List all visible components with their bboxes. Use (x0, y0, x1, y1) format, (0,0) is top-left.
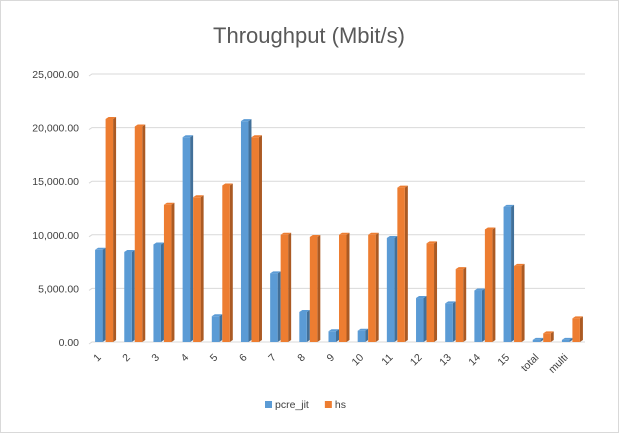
x-tick-label: 13 (437, 352, 454, 369)
legend-swatch (324, 401, 332, 408)
bar-hs (514, 263, 525, 342)
x-tick-label: 5 (208, 352, 221, 365)
x-tick-label: 8 (295, 352, 308, 365)
x-tick-label: 1 (91, 352, 104, 365)
bar-pcre_jit (532, 337, 544, 342)
x-axis-ticks: 1 2 3 4 5 6 7 8 9 10 11 12 13 14 15 total multi (91, 352, 570, 376)
bar-hs (484, 227, 496, 342)
bar-hs (309, 234, 321, 342)
x-tick-label: 10 (350, 352, 367, 369)
bar-pcre_jit (153, 242, 164, 342)
bar-pcre_jit (124, 249, 135, 342)
y-tick-label: 20,000.00 (32, 123, 79, 135)
x-tick-label: multi (546, 352, 570, 376)
chart-title: Throughput (Mbit/s) (213, 23, 405, 48)
x-tick-label: total (519, 352, 542, 375)
bar-pcre_jit (561, 337, 573, 342)
gridline (88, 234, 585, 238)
bar-hs (222, 183, 233, 342)
bar-pcre_jit (503, 204, 515, 342)
x-tick-label: 11 (379, 352, 395, 368)
bar-hs (280, 232, 292, 342)
bar-hs (134, 124, 146, 342)
x-tick-label: 6 (237, 352, 250, 365)
bar-pcre_jit (270, 271, 281, 342)
bar-pcre_jit (445, 301, 456, 342)
gridline (88, 287, 585, 291)
x-tick-label: 3 (149, 352, 162, 365)
gridline (88, 180, 585, 184)
bar-hs (193, 195, 204, 342)
legend-item-hs: hs (324, 399, 346, 411)
x-tick-label: 4 (179, 352, 192, 365)
x-tick-label: 15 (495, 352, 512, 369)
bar-hs (426, 241, 438, 342)
bar-pcre_jit (357, 328, 369, 342)
bar-hs (163, 202, 175, 342)
legend-swatch (265, 401, 272, 408)
bar-pcre_jit (416, 296, 427, 342)
bar-pcre_jit (211, 314, 223, 342)
y-tick-label: 15,000.00 (32, 176, 79, 188)
y-tick-label: 10,000.00 (32, 230, 79, 242)
bar-hs (251, 135, 262, 342)
bar-hs (572, 316, 583, 342)
bar-hs (543, 331, 554, 342)
gridline (88, 73, 585, 77)
x-tick-label: 9 (325, 352, 338, 365)
bar-pcre_jit (328, 329, 339, 342)
bar-hs (455, 267, 467, 342)
x-tick-label: 7 (266, 352, 279, 365)
bar-hs (368, 232, 379, 342)
bar-pcre_jit (299, 309, 310, 342)
legend-label: hs (335, 399, 346, 411)
bar-pcre_jit (474, 288, 485, 342)
gridline (88, 341, 585, 345)
legend-label: pcre_jit (275, 399, 309, 411)
bar-pcre_jit (182, 135, 194, 342)
bar-hs (105, 117, 117, 342)
bar-pcre_jit (95, 247, 106, 342)
bar-pcre_jit (386, 236, 398, 342)
y-tick-label: 0.00 (59, 337, 80, 349)
bar-pcre_jit (240, 119, 252, 342)
y-tick-label: 25,000.00 (32, 69, 79, 81)
x-tick-label: 12 (408, 352, 425, 369)
x-tick-label: 2 (120, 352, 133, 365)
y-tick-label: 5,000.00 (38, 283, 79, 295)
bars (95, 117, 583, 342)
legend: pcre_jit hs (265, 399, 346, 411)
x-tick-label: 14 (466, 352, 483, 369)
y-axis-ticks: 0.00 5,000.00 10,000.00 15,000.00 20,000.00 2… (32, 69, 79, 349)
bar-hs (397, 185, 408, 342)
gridline (88, 127, 585, 131)
legend-item-pcre_jit: pcre_jit (265, 399, 309, 411)
bar-hs (339, 232, 350, 342)
